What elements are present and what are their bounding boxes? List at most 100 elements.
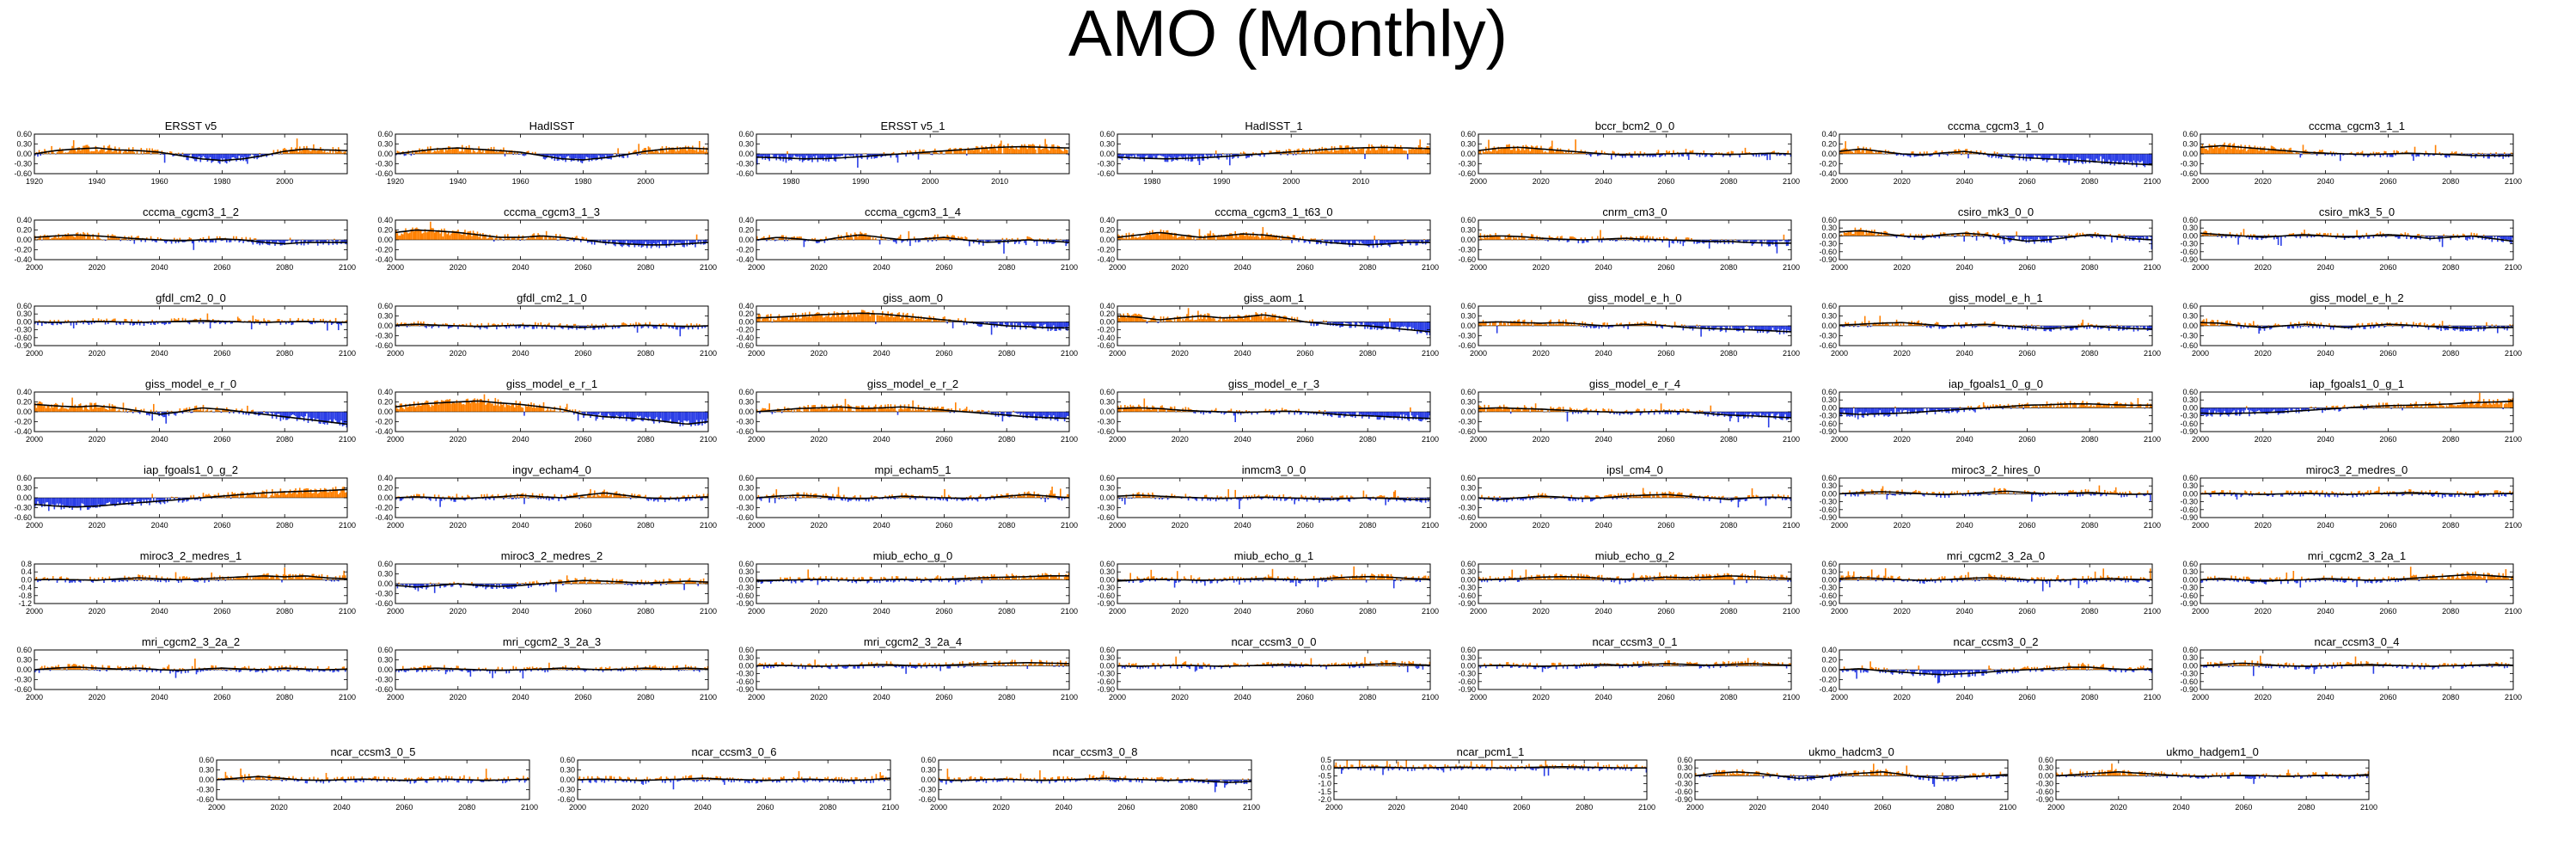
bar (320, 319, 321, 322)
bar (184, 154, 187, 156)
bar (79, 150, 82, 154)
bar (1656, 237, 1658, 240)
bar (590, 240, 593, 245)
bar (1007, 322, 1009, 326)
bar (1926, 234, 1928, 236)
bar (2036, 236, 2038, 240)
bar (1333, 322, 1336, 324)
bar (72, 236, 75, 240)
panel-title: cccma_cgcm3_1_0 (1948, 120, 2044, 132)
bar (848, 154, 851, 156)
bar (1897, 154, 1899, 156)
x-tick-label: 2100 (1783, 177, 1800, 186)
bar (1121, 316, 1123, 322)
bar (1687, 237, 1690, 240)
bar (2335, 236, 2337, 239)
bar (2363, 154, 2365, 157)
bar (805, 316, 808, 322)
bar (1168, 319, 1170, 322)
bar (64, 320, 66, 322)
bar (1870, 230, 1873, 236)
bar (878, 154, 879, 156)
bar (1758, 326, 1760, 331)
y-tick-label: -0.40 (736, 255, 754, 264)
bar (927, 317, 929, 322)
bar (913, 320, 915, 322)
bar (1267, 316, 1270, 322)
bar (1015, 146, 1018, 154)
bar (1858, 229, 1861, 236)
bar (595, 240, 597, 242)
x-tick-label: 2000 (2192, 177, 2209, 186)
y-tick-label: 0.00 (738, 317, 754, 326)
bar (818, 154, 820, 159)
bar (1004, 322, 1007, 325)
bar (1414, 240, 1416, 242)
bar (2102, 236, 2104, 238)
bar (407, 233, 409, 240)
bar (2322, 233, 2325, 236)
bar (2393, 150, 2395, 154)
bar (2502, 236, 2504, 242)
x-tick-label: 2020 (1894, 263, 1911, 272)
bar (197, 154, 199, 158)
bar (163, 240, 166, 242)
bar (499, 149, 502, 154)
bar (1372, 145, 1374, 154)
bar (1031, 237, 1032, 240)
bar (2022, 236, 2024, 241)
bar (156, 322, 159, 324)
bar (1004, 240, 1007, 241)
bar (526, 238, 528, 240)
bar (927, 240, 929, 242)
bar (2425, 150, 2427, 154)
bar (72, 140, 75, 154)
smoothed-line (1117, 314, 1431, 333)
bar (786, 317, 788, 322)
bar (880, 315, 882, 322)
bar (545, 230, 548, 240)
bar (965, 154, 968, 156)
bar (2145, 154, 2147, 165)
bar (1196, 154, 1198, 156)
bar (2255, 236, 2257, 240)
bar (1982, 236, 1985, 238)
bar (2102, 154, 2104, 159)
bar (446, 234, 448, 240)
bar (428, 326, 431, 327)
bar (2288, 233, 2291, 236)
bar (668, 147, 670, 154)
bar (1148, 230, 1151, 240)
y-tick-label: 0.60 (16, 130, 32, 138)
bar (1416, 148, 1418, 154)
bar (636, 240, 639, 244)
bar (132, 322, 134, 326)
x-tick-label: 1940 (89, 177, 106, 186)
bar (2253, 234, 2255, 236)
bar (1758, 154, 1760, 157)
bar (1783, 154, 1785, 156)
bar (1913, 154, 1916, 157)
bar (1687, 154, 1690, 160)
bar (1288, 318, 1290, 322)
bar (92, 150, 94, 154)
bar (891, 152, 893, 154)
bar (1934, 236, 1937, 239)
bar (101, 319, 102, 322)
bar (1271, 236, 1274, 240)
bar (565, 236, 566, 240)
bar (896, 315, 897, 322)
bar (1236, 235, 1238, 240)
bar (1239, 315, 1240, 322)
bar (935, 150, 938, 154)
bar (181, 317, 184, 322)
bar (465, 323, 468, 326)
bar (2397, 236, 2399, 239)
bar (508, 237, 511, 240)
bar (1568, 322, 1569, 326)
y-tick-label: -0.60 (14, 169, 32, 178)
bar (1496, 150, 1498, 154)
bar (697, 326, 699, 330)
